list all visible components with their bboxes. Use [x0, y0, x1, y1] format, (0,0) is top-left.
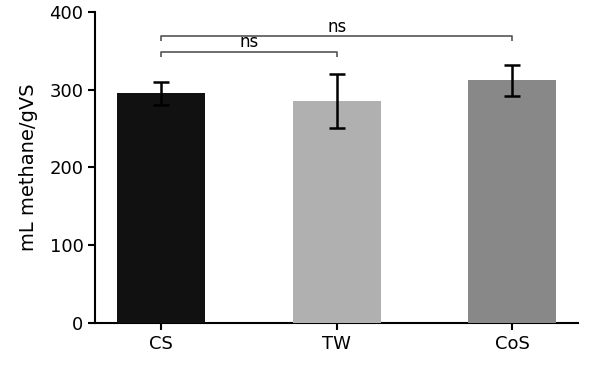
Bar — [468, 80, 556, 323]
Y-axis label: mL methane/gVS: mL methane/gVS — [20, 84, 39, 251]
Bar — [117, 94, 205, 323]
Text: ns: ns — [327, 18, 346, 36]
Text: ns: ns — [240, 33, 259, 51]
Bar — [293, 101, 381, 323]
